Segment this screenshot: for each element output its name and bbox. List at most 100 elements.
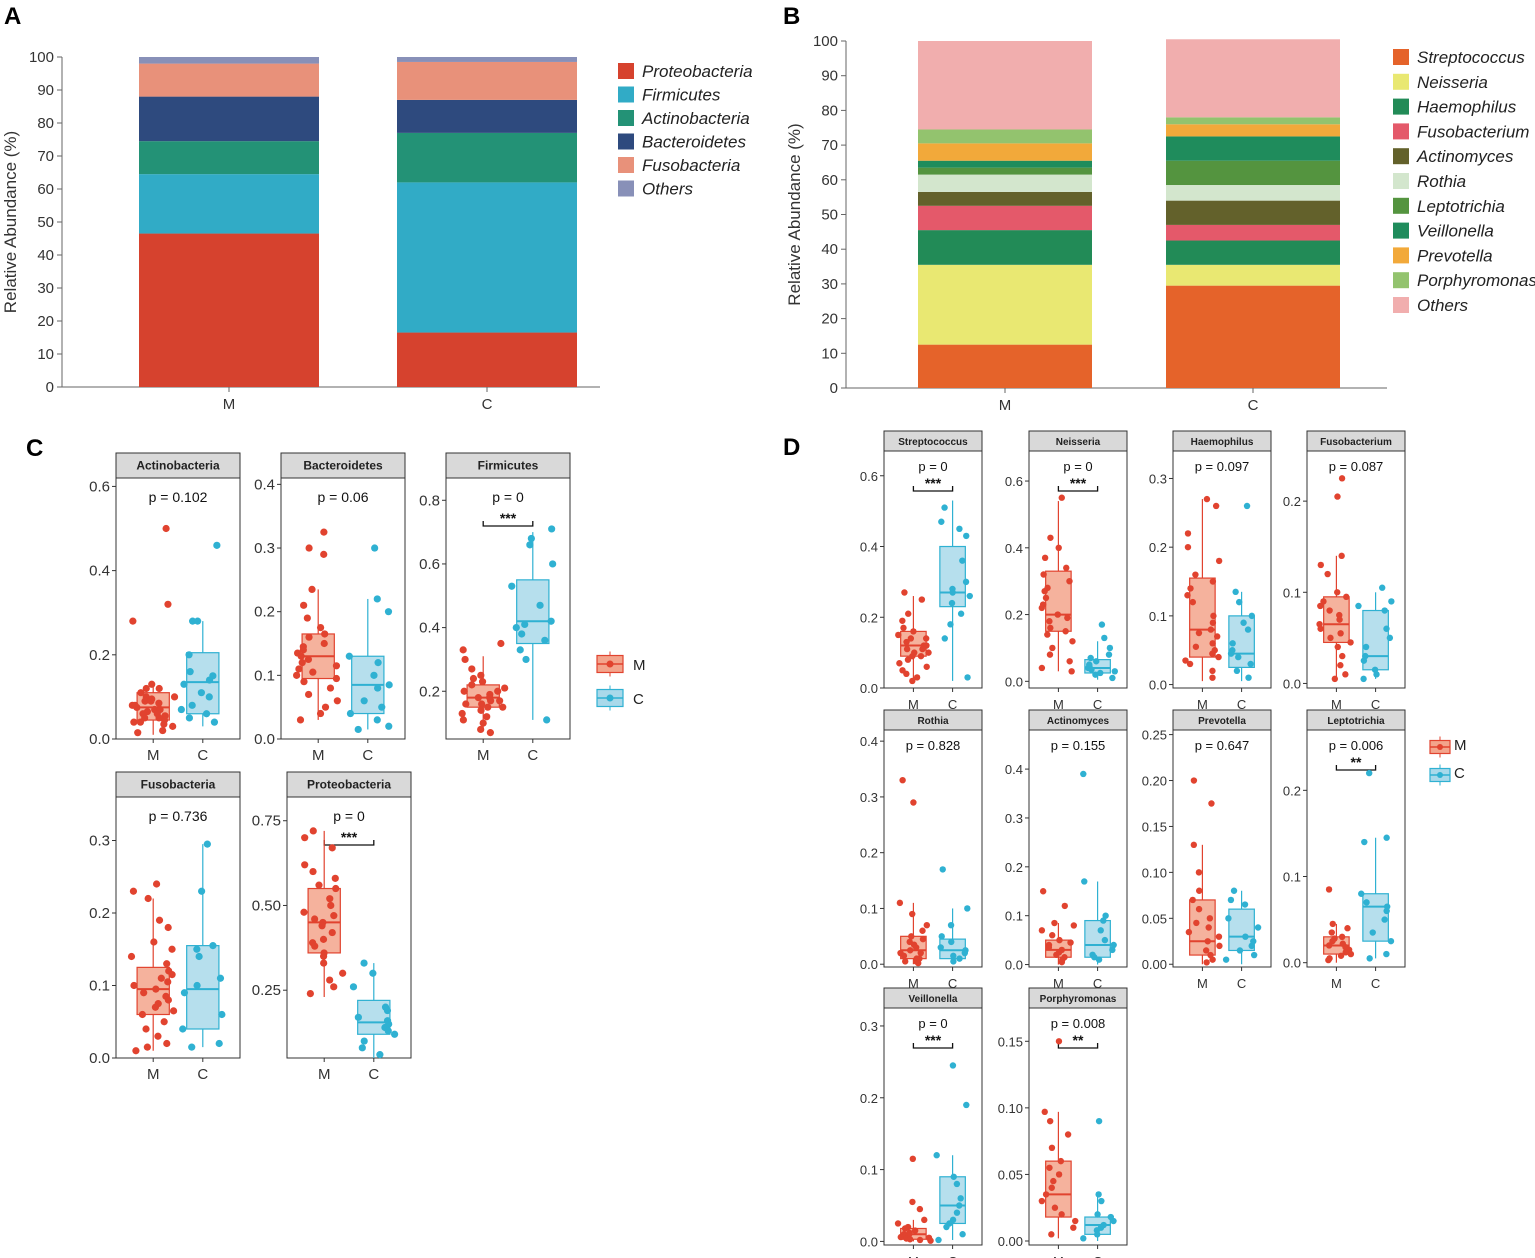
panel-d-facet-streptococcus-m-point bbox=[909, 652, 916, 660]
panel-d-legend-label-m: M bbox=[1454, 737, 1467, 754]
panel-c-facet-firmicutes-c-point bbox=[508, 582, 516, 590]
panel-d-facet-streptococcus-m-point bbox=[919, 645, 926, 653]
panel-d-facet-rothia-c-point bbox=[948, 938, 955, 946]
panel-d-facet-streptococcus-m-point bbox=[895, 631, 902, 639]
panel-b-y-tick-label: 0 bbox=[830, 380, 838, 397]
panel-d-facet-leptotrichia-m-point bbox=[1337, 952, 1345, 959]
panel-c-facet-firmicutes: Firmicutes 0.2 0.4 0.6 0.8 p = 0 *** M C bbox=[419, 452, 571, 764]
panel-b-y-tick-label: 50 bbox=[821, 207, 838, 224]
panel-d-facet-veillonella-y-tick-label: 0.2 bbox=[860, 1091, 878, 1106]
panel-d-facet-prevotella-m-point bbox=[1203, 959, 1210, 966]
panel-d-facet-streptococcus-m-point bbox=[904, 656, 912, 663]
panel-d-facet-actinomyces-m-point bbox=[1061, 902, 1068, 910]
panel-d-facet-neisseria-c-point bbox=[1093, 658, 1100, 665]
panel-c-facet-bacteroidetes-y-tick-label: 0.3 bbox=[254, 540, 275, 557]
panel-d-facet-prevotella-c-point bbox=[1225, 915, 1232, 922]
panel-c-facet-actinobacteria-y-tick-label: 0.2 bbox=[89, 647, 110, 664]
panel-b-y-tick-label: 90 bbox=[821, 68, 838, 85]
panel-c-facet-firmicutes-y-tick-label: 0.2 bbox=[419, 683, 440, 700]
panel-c-facet-fusobacteria-x-tick-label: C bbox=[197, 1066, 208, 1083]
panel-d-facet-veillonella-c-point bbox=[943, 1223, 950, 1231]
panel-d-facet-rothia-m-point bbox=[919, 927, 926, 934]
panel-d-facet-streptococcus-x-tick-label: M bbox=[908, 697, 919, 712]
panel-c-facet-actinobacteria-m-point bbox=[160, 720, 168, 728]
panel-c-facet-firmicutes-m-point bbox=[486, 729, 494, 737]
panel-d-facet-streptococcus-c-point bbox=[963, 532, 970, 540]
panel-c-facet-firmicutes-m-point bbox=[458, 709, 466, 718]
panel-d-facet-streptococcus-m-point bbox=[903, 670, 910, 678]
panel-c-facet-proteobacteria-m-point bbox=[301, 861, 309, 869]
panel-c-facet-bacteroidetes-m-point bbox=[304, 655, 313, 664]
panel-d-facet-rothia-m-point bbox=[899, 776, 906, 784]
panel-c-facet-actinobacteria-c-point bbox=[205, 693, 213, 701]
panel-d-facet-neisseria-x-tick-label: M bbox=[1053, 697, 1064, 712]
panel-d-facet-prevotella-y-tick-label: 0.15 bbox=[1142, 819, 1167, 834]
panel-b-bar-m-others bbox=[918, 41, 1092, 130]
panel-d-facet-leptotrichia-y-tick-label: 0.1 bbox=[1283, 870, 1301, 885]
panel-d-facet-neisseria-c-point bbox=[1098, 621, 1106, 628]
panel-d-facet-neisseria: Neisseria 0.0 0.2 0.4 0.6 p = 0*** M C bbox=[1005, 430, 1128, 712]
panel-c-facet-firmicutes-c-point bbox=[527, 534, 535, 543]
panel-c-facet-fusobacteria-c-point bbox=[198, 887, 206, 895]
panel-d-facet-leptotrichia-c-point bbox=[1383, 834, 1390, 841]
panel-c-facet-actinobacteria-c-point bbox=[202, 710, 211, 718]
panel-c-facet-proteobacteria-c-point bbox=[358, 1044, 366, 1052]
panel-d-facet-haemophilus-m-point bbox=[1210, 612, 1217, 620]
panel-d-facet-prevotella-y-tick-label: 0.05 bbox=[1142, 911, 1167, 926]
panel-d-facet-neisseria-m-point bbox=[1047, 624, 1054, 632]
panel-d-facet-leptotrichia-m-point bbox=[1329, 937, 1336, 945]
panel-d-facet-actinomyces-m-point bbox=[1058, 958, 1066, 966]
panel-a-y-tick-label: 90 bbox=[37, 82, 54, 99]
panel-d-facet-haemophilus-c-point bbox=[1247, 660, 1254, 668]
panel-d-facet-veillonella-m-point bbox=[901, 1225, 909, 1232]
panel-b-bar-m-rothia bbox=[918, 174, 1092, 192]
panel-a-y-tick-label: 0 bbox=[46, 379, 54, 396]
panel-c-facet-proteobacteria-m-point bbox=[309, 827, 317, 835]
panel-d-facet-leptotrichia-c-point bbox=[1369, 929, 1376, 936]
panel-d-facet-prevotella-m-point bbox=[1209, 956, 1216, 963]
panel-d-facet-haemophilus-c-point bbox=[1235, 653, 1242, 661]
panel-c-facet-firmicutes-y-tick-label: 0.4 bbox=[419, 620, 440, 637]
panel-c-facet-fusobacteria-c-point bbox=[218, 1010, 226, 1019]
panel-c-facet-bacteroidetes-y-tick-label: 0.0 bbox=[254, 731, 275, 748]
panel-d-facet-neisseria-y-tick-label: 0.4 bbox=[1005, 541, 1023, 556]
panel-d-facet-neisseria-c-point bbox=[1087, 654, 1094, 662]
panel-c-facet-fusobacteria-y-tick-label: 0.1 bbox=[89, 978, 110, 995]
panel-b-bar-m-fusobacterium bbox=[918, 205, 1092, 231]
panel-c-facet-proteobacteria-m-point bbox=[311, 915, 319, 923]
panel-d-facet-rothia-m-point bbox=[906, 947, 914, 954]
panel-d-facet-porphyromonas-sig-stars: ** bbox=[1073, 1032, 1084, 1048]
panel-c-facet-actinobacteria-c-point bbox=[210, 718, 219, 726]
panel-d-facet-haemophilus-m-point bbox=[1209, 619, 1217, 626]
panel-d-facet-prevotella-m-point bbox=[1216, 942, 1223, 950]
panel-c-facet-proteobacteria-m-point bbox=[330, 983, 338, 991]
panel-d-facet-rothia-x-tick-label: M bbox=[908, 976, 919, 991]
panel-c-facet-actinobacteria-m-point bbox=[170, 693, 179, 701]
panel-d-facet-prevotella-c-point bbox=[1236, 947, 1244, 954]
panel-d-facet-veillonella-m-point bbox=[916, 1205, 924, 1213]
panel-c-facet-firmicutes-x-tick-label: C bbox=[527, 747, 538, 764]
panel-d-facet-rothia-y-tick-label: 0.1 bbox=[860, 901, 878, 916]
panel-d-facet-haemophilus-c-point bbox=[1232, 588, 1239, 596]
panel-d-facet-prevotella-c-point bbox=[1222, 956, 1230, 963]
panel-c-facet-proteobacteria-m-point bbox=[315, 881, 323, 889]
panel-d-facet-fusobacterium-panel-border bbox=[1306, 450, 1406, 689]
panel-d-facet-veillonella-c-point bbox=[935, 1236, 942, 1244]
panel-b-legend-swatch-leptotrichia bbox=[1393, 197, 1409, 214]
panel-d-facet-veillonella-m-point bbox=[909, 1155, 917, 1163]
panel-d-facet-actinomyces-y-tick-label: 0.4 bbox=[1005, 762, 1023, 777]
panel-d-facet-haemophilus-m-point bbox=[1189, 598, 1196, 606]
panel-c-facet-fusobacteria-c-point bbox=[179, 1025, 187, 1033]
panel-d-facet-haemophilus-m-point bbox=[1209, 578, 1217, 585]
panel-d-facet-haemophilus-y-tick-label: 0.2 bbox=[1149, 540, 1167, 555]
panel-b-x-tick-label: C bbox=[1248, 397, 1259, 414]
panel-c-facet-actinobacteria-m-point bbox=[129, 617, 137, 625]
panel-c-facet-firmicutes-c-point bbox=[522, 655, 530, 664]
panel-d-facet-streptococcus-p-value: p = 0 bbox=[918, 459, 947, 474]
panel-d-facet-leptotrichia-y-tick-label: 0.0 bbox=[1283, 956, 1301, 971]
panel-d-facet-actinomyces-c-point bbox=[1095, 956, 1103, 963]
panel-c-facet-bacteroidetes-y-tick-label: 0.2 bbox=[254, 604, 275, 621]
panel-d-facet-porphyromonas-m-point bbox=[1051, 1204, 1059, 1211]
panel-c-facet-bacteroidetes-m-point bbox=[304, 690, 313, 699]
panel-c-facet-bacteroidetes-c-point bbox=[374, 684, 382, 692]
